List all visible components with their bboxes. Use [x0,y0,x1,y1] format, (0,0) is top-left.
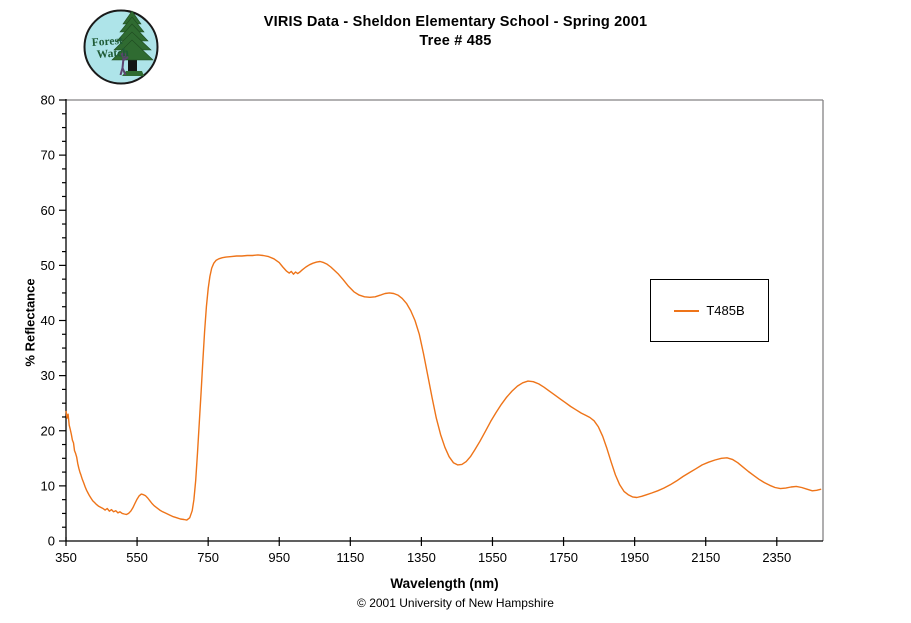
copyright-text: © 2001 University of New Hampshire [357,596,554,610]
y-tick-label: 10 [41,478,55,493]
x-tick-label: 350 [55,550,77,565]
logo-text-forest: Forest [91,35,123,49]
x-tick-label: 1150 [336,550,364,565]
y-tick-label: 70 [41,148,55,163]
legend-box: T485B [650,279,769,342]
x-tick-label: 1750 [549,550,578,565]
x-tick-label: 750 [197,550,219,565]
forest-watch-logo: Forest Watch [83,9,159,85]
logo-text-watch: Watch [96,47,129,61]
x-tick-label: 1950 [620,550,649,565]
y-tick-label: 30 [41,368,55,383]
spectral-curve-T485B [65,254,822,521]
y-axis-label: % Reflectance [22,278,38,367]
x-tick-label: 550 [126,550,148,565]
y-tick-label: 60 [41,203,55,218]
chart-title-line2: Tree # 485 [419,33,492,49]
x-tick-label: 1350 [407,550,436,565]
y-tick-label: 20 [41,423,55,438]
logo-ground [122,71,144,76]
x-tick-label: 2350 [762,550,791,565]
logo-person [119,52,129,76]
legend-line-sample [674,309,700,312]
legend-label: T485B [706,303,745,318]
y-tick-label: 80 [41,93,55,108]
y-tick-label: 50 [41,258,55,273]
x-tick-label: 2150 [691,550,720,565]
x-tick-label: 950 [268,550,290,565]
y-tick-label: 40 [41,313,55,328]
chart-title-line1: VIRIS Data - Sheldon Elementary School -… [263,14,648,30]
y-tick-label: 0 [48,534,55,549]
x-tick-label: 1550 [478,550,507,565]
x-axis-label: Wavelength (nm) [390,576,499,591]
